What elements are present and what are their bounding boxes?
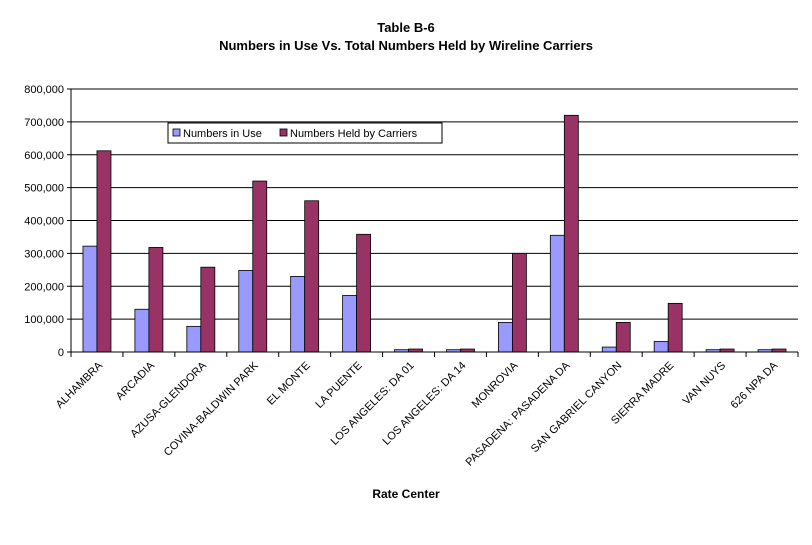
- x-tick-label: VAN NUYS: [681, 360, 729, 408]
- bar-numbers-held: [200, 266, 216, 353]
- y-tick-label: 300,000: [24, 248, 64, 260]
- bar-numbers-held: [615, 322, 631, 353]
- x-tick-label: EL MONTE: [265, 360, 313, 408]
- x-tick-label: ARCADIA: [114, 359, 158, 403]
- bar-numbers-held: [304, 200, 320, 353]
- bar-numbers-in-use: [290, 275, 306, 353]
- bar-numbers-held: [356, 233, 372, 353]
- bar-numbers-in-use: [82, 245, 98, 353]
- bar-numbers-held: [252, 180, 268, 353]
- bar-numbers-held: [96, 150, 112, 353]
- bar-numbers-held: [563, 114, 579, 353]
- y-tick-label: 500,000: [24, 183, 64, 195]
- y-tick-label: 400,000: [24, 216, 64, 228]
- legend-swatch: [279, 128, 288, 137]
- y-tick-label: 600,000: [24, 150, 64, 162]
- legend-label: Numbers Held by Carriers: [290, 128, 418, 140]
- y-tick-label: 700,000: [24, 117, 64, 129]
- chart-subtitle: Numbers in Use Vs. Total Numbers Held by…: [219, 38, 593, 53]
- bar-numbers-held: [511, 252, 527, 353]
- y-tick-label: 100,000: [24, 314, 64, 326]
- bar-numbers-held: [667, 302, 683, 353]
- x-tick-label: LA PUENTE: [313, 360, 364, 411]
- y-tick-label: 0: [58, 347, 64, 359]
- x-axis-label: Rate Center: [372, 487, 440, 501]
- legend-box: [167, 122, 443, 144]
- bar-numbers-held: [148, 247, 164, 353]
- x-tick-label: SAN GABRIEL CANYON: [529, 360, 625, 456]
- bar-numbers-in-use: [186, 325, 202, 353]
- x-tick-label: COVINA-BALDWIN PARK: [162, 359, 262, 459]
- bar-numbers-in-use: [601, 346, 617, 353]
- x-tick-label: 626 NPA DA: [729, 359, 781, 411]
- bar-numbers-in-use: [653, 341, 669, 353]
- x-tick-label: MONROVIA: [470, 359, 521, 410]
- chart-title: Table B-6: [377, 20, 435, 35]
- bar-numbers-in-use: [134, 308, 150, 353]
- legend-swatch: [172, 128, 181, 137]
- x-tick-label: ALHAMBRA: [54, 359, 106, 411]
- bar-numbers-in-use: [549, 234, 565, 353]
- y-tick-label: 800,000: [24, 84, 64, 96]
- bar-numbers-in-use: [238, 270, 254, 353]
- bar-numbers-in-use: [497, 322, 513, 353]
- legend-label: Numbers in Use: [183, 128, 262, 140]
- x-tick-label: PASADENA: PASADENA DA: [464, 359, 573, 468]
- bar-numbers-in-use: [342, 295, 358, 353]
- y-tick-label: 200,000: [24, 281, 64, 293]
